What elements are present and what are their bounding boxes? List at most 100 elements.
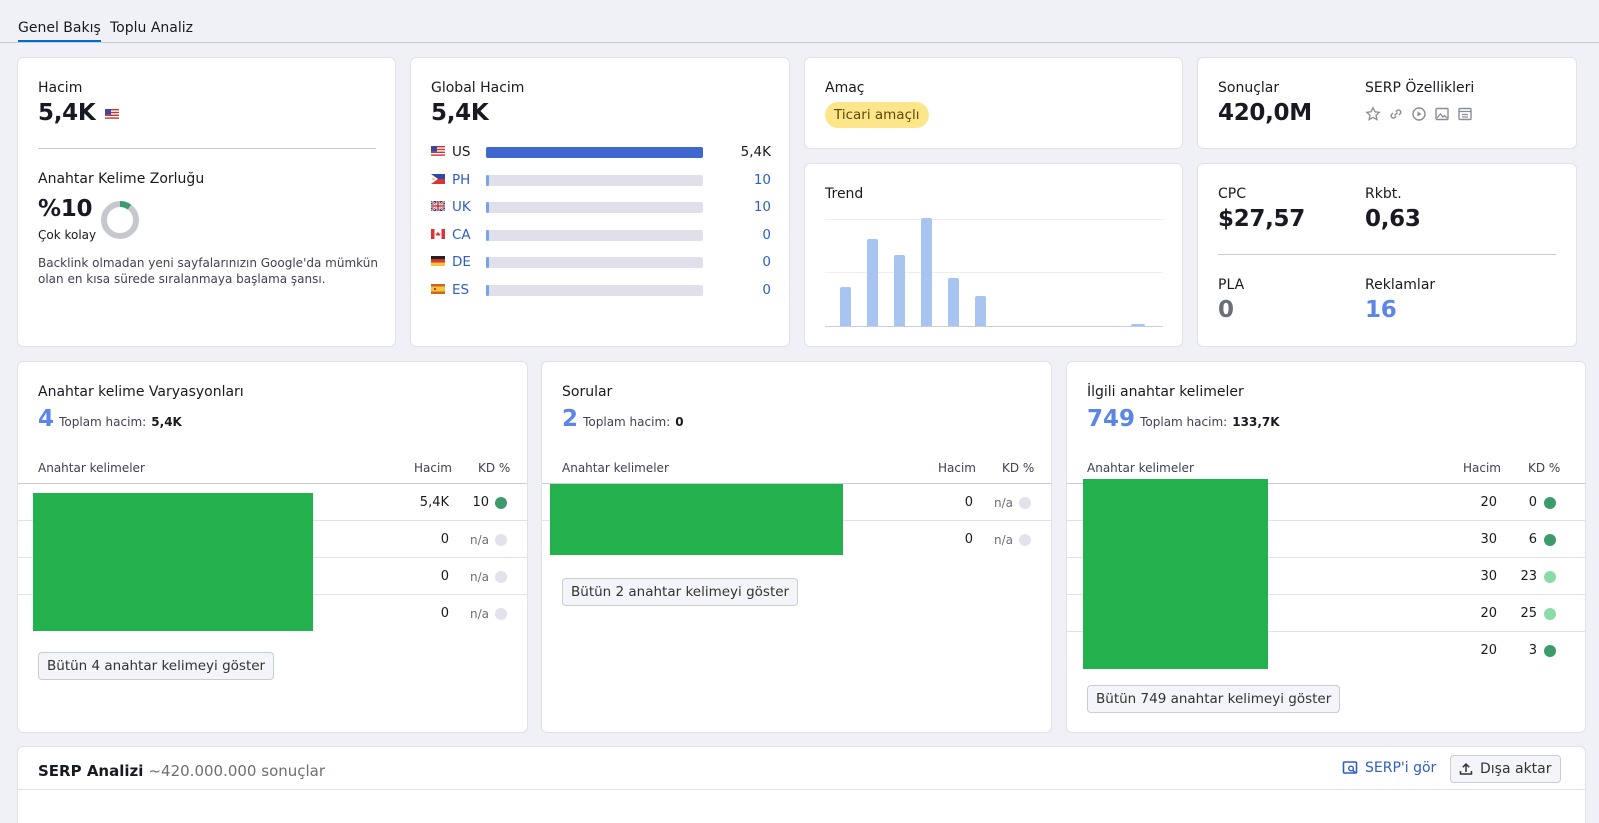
variations-title: Anahtar kelime Varyasyonları bbox=[38, 384, 244, 400]
kd-cell: n/a bbox=[993, 533, 1013, 547]
country-row-ph[interactable]: PH 10 bbox=[431, 172, 771, 188]
trend-bar[interactable] bbox=[867, 239, 878, 326]
questions-total-value: 0 bbox=[675, 415, 684, 429]
redacted-keywords bbox=[1083, 479, 1268, 669]
questions-card: Sorular 2 Toplam hacim: 0 Anahtar kelime… bbox=[541, 361, 1052, 733]
col-volume[interactable]: Hacim bbox=[938, 461, 976, 475]
volume-cell: 0 bbox=[440, 606, 449, 621]
questions-total-label: Toplam hacim: bbox=[583, 415, 671, 429]
col-kd[interactable]: KD % bbox=[1528, 461, 1561, 475]
variations-summary: 4 Toplam hacim: 5,4K bbox=[38, 406, 182, 432]
table-row[interactable]: 30 6 bbox=[1067, 521, 1585, 558]
col-volume[interactable]: Hacim bbox=[414, 461, 452, 475]
related-total-value: 133,7K bbox=[1232, 415, 1280, 429]
variations-count[interactable]: 4 bbox=[38, 406, 55, 432]
ph-flag-icon bbox=[431, 173, 445, 184]
country-code[interactable]: ES bbox=[452, 281, 470, 298]
intent-card: Amaç Ticari amaçlı bbox=[804, 57, 1183, 149]
country-code[interactable]: UK bbox=[452, 199, 471, 215]
table-row[interactable]: 0 n/a bbox=[18, 595, 527, 632]
table-header-line bbox=[542, 483, 1051, 484]
kd-indicator-dot bbox=[495, 571, 507, 583]
link-icon[interactable] bbox=[1388, 106, 1404, 122]
kd-description: Backlink olmadan yeni sayfalarınızın Goo… bbox=[38, 256, 378, 286]
country-row-de[interactable]: DE 0 bbox=[431, 254, 771, 270]
us-flag-icon bbox=[431, 146, 445, 156]
global-volume-card: Global Hacim 5,4K US 5,4K PH 10 UK 10 CA 0 DE 0 ES… bbox=[410, 57, 790, 347]
competition-label: Rkbt. bbox=[1365, 186, 1402, 202]
volume-bar-fill bbox=[486, 284, 489, 296]
global-volume-value: 5,4K bbox=[431, 100, 489, 126]
trend-bar[interactable] bbox=[1131, 324, 1145, 326]
col-volume[interactable]: Hacim bbox=[1463, 461, 1501, 475]
volume-bar-fill bbox=[486, 147, 703, 158]
table-row[interactable]: 30 23 bbox=[1067, 558, 1585, 595]
col-keywords[interactable]: Anahtar kelimeler bbox=[1087, 461, 1194, 475]
volume-number: 5,4K bbox=[38, 100, 96, 126]
trend-bar[interactable] bbox=[840, 287, 851, 326]
kd-indicator-dot bbox=[1019, 497, 1031, 509]
trend-bar[interactable] bbox=[894, 255, 905, 326]
show-all-variations-button[interactable]: Bütün 4 anahtar kelimeyi göster bbox=[38, 652, 275, 680]
results-card: Sonuçlar 420,0M SERP Özellikleri bbox=[1197, 57, 1577, 149]
country-row-es[interactable]: ES 0 bbox=[431, 282, 771, 298]
ads-value[interactable]: 16 bbox=[1365, 297, 1397, 323]
divider bbox=[38, 148, 376, 149]
volume-bar-fill bbox=[486, 174, 489, 186]
global-volume-label: Global Hacim bbox=[431, 80, 525, 96]
intent-badge: Ticari amaçlı bbox=[825, 102, 929, 128]
star-icon[interactable] bbox=[1365, 106, 1381, 122]
serp-features-label: SERP Özellikleri bbox=[1365, 80, 1475, 96]
country-code[interactable]: DE bbox=[452, 254, 471, 270]
country-volume: 10 bbox=[753, 199, 771, 215]
trend-bar[interactable] bbox=[948, 278, 959, 326]
cpc-value: $27,57 bbox=[1218, 206, 1305, 232]
row-divider bbox=[1067, 557, 1585, 558]
table-row[interactable]: 20 0 bbox=[1067, 484, 1585, 521]
ca-flag-icon bbox=[431, 228, 445, 239]
volume-cell: 0 bbox=[964, 495, 973, 510]
trend-bar[interactable] bbox=[921, 218, 932, 326]
related-title: İlgili anahtar kelimeler bbox=[1087, 384, 1244, 400]
volume-cell: 20 bbox=[1480, 606, 1497, 621]
trend-bar[interactable] bbox=[975, 296, 986, 326]
redacted-keywords bbox=[33, 493, 313, 631]
show-all-related-button[interactable]: Bütün 749 anahtar kelimeyi göster bbox=[1087, 685, 1341, 713]
volume-kd-card: Hacim 5,4K Anahtar Kelime Zorluğu %10 Ço… bbox=[17, 57, 396, 347]
kd-indicator-dot bbox=[1544, 608, 1556, 620]
table-row[interactable]: 20 25 bbox=[1067, 595, 1585, 632]
related-count[interactable]: 749 bbox=[1087, 406, 1136, 432]
export-button[interactable]: Dışa aktar bbox=[1450, 755, 1561, 783]
show-all-questions-button[interactable]: Bütün 2 anahtar kelimeyi göster bbox=[562, 578, 799, 606]
tab-overview[interactable]: Genel Bakış bbox=[18, 20, 101, 42]
variations-card: Anahtar kelime Varyasyonları 4 Toplam ha… bbox=[17, 361, 528, 733]
questions-count[interactable]: 2 bbox=[562, 406, 579, 432]
kd-indicator-dot bbox=[1544, 534, 1556, 546]
view-serp-link[interactable]: SERP'i gör bbox=[1342, 760, 1436, 776]
trend-label: Trend bbox=[825, 186, 864, 202]
export-label: Dışa aktar bbox=[1480, 761, 1552, 777]
kd-label: Anahtar Kelime Zorluğu bbox=[38, 171, 205, 187]
col-keywords[interactable]: Anahtar kelimeler bbox=[562, 461, 669, 475]
col-keywords[interactable]: Anahtar kelimeler bbox=[38, 461, 145, 475]
kd-cell: 3 bbox=[1528, 643, 1537, 658]
country-code[interactable]: CA bbox=[452, 226, 471, 243]
table-row[interactable]: 20 3 bbox=[1067, 632, 1585, 669]
volume-bar-track bbox=[486, 257, 703, 268]
related-summary: 749 Toplam hacim: 133,7K bbox=[1087, 406, 1280, 432]
country-row-uk[interactable]: UK 10 bbox=[431, 199, 771, 215]
ads-icon[interactable] bbox=[1457, 106, 1473, 122]
country-code[interactable]: PH bbox=[452, 171, 471, 188]
country-row-ca[interactable]: CA 0 bbox=[431, 227, 771, 243]
col-kd[interactable]: KD % bbox=[1002, 461, 1035, 475]
volume-label: Hacim bbox=[38, 80, 83, 96]
cpc-card: CPC $27,57 Rkbt. 0,63 PLA 0 Reklamlar 16 bbox=[1197, 163, 1577, 347]
kd-indicator-dot bbox=[1019, 534, 1031, 546]
col-kd[interactable]: KD % bbox=[478, 461, 511, 475]
table-row[interactable]: 0 n/a bbox=[542, 521, 1051, 558]
image-icon[interactable] bbox=[1434, 106, 1450, 122]
kd-donut-arc bbox=[101, 201, 139, 239]
tab-bulk-analysis[interactable]: Toplu Analiz bbox=[110, 20, 193, 36]
country-row-us[interactable]: US 5,4K bbox=[431, 144, 771, 160]
play-icon[interactable] bbox=[1411, 106, 1427, 122]
